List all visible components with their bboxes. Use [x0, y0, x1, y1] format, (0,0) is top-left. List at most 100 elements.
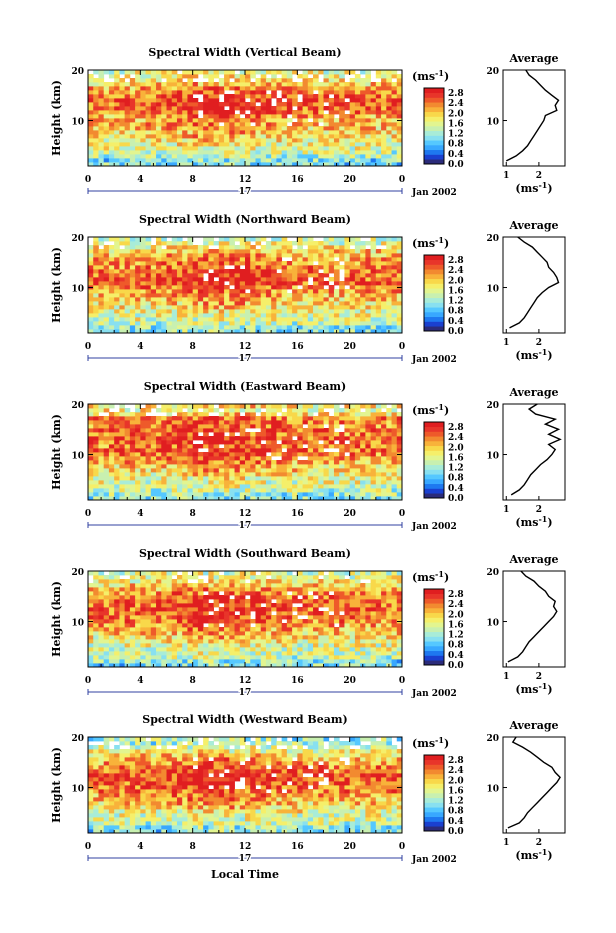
heatmap-cell [334, 269, 340, 273]
heatmap-cell [276, 134, 282, 138]
heatmap-cell [381, 134, 387, 138]
heatmap-cell [392, 655, 398, 659]
heatmap-cell [381, 110, 387, 114]
heatmap-cell [88, 456, 94, 460]
heatmap-cell [339, 659, 345, 663]
heatmap-cell [245, 460, 251, 464]
heatmap-cell [208, 321, 214, 325]
heatmap-cell [324, 134, 330, 138]
heatmap-cell [381, 325, 387, 329]
heatmap-cell [329, 647, 335, 651]
heatmap-cell [324, 118, 330, 122]
heatmap-cell [235, 464, 241, 468]
heatmap-cell [172, 480, 178, 484]
heatmap-cell [229, 631, 235, 635]
heatmap-cell [198, 138, 204, 142]
heatmap-cell [98, 142, 104, 146]
heatmap-cell [365, 424, 371, 428]
heatmap-cell [240, 126, 246, 130]
heatmap-cell [229, 420, 235, 424]
heatmap-cell [303, 130, 309, 134]
heatmap-cell [125, 321, 131, 325]
heatmap-cell [135, 293, 141, 297]
heatmap-cell [235, 261, 241, 265]
heatmap-cell [208, 114, 214, 118]
heatmap-cell [344, 150, 350, 154]
heatmap-cell [219, 237, 225, 241]
heatmap-cell [303, 480, 309, 484]
heatmap-cell [193, 424, 199, 428]
heatmap-cell [177, 241, 183, 245]
heatmap-cell [308, 313, 314, 317]
heatmap-cell [303, 150, 309, 154]
heatmap-cell [88, 289, 94, 293]
heatmap-cell [292, 309, 298, 313]
heatmap-cell [172, 647, 178, 651]
colorbar-unit-close: ) [444, 70, 449, 83]
heatmap-cell [167, 154, 173, 158]
heatmap-cell [203, 647, 209, 651]
heatmap-cell [125, 305, 131, 309]
heatmap-cell [245, 484, 251, 488]
heatmap-cell [355, 110, 361, 114]
heatmap-cell [255, 317, 261, 321]
heatmap-cell [193, 289, 199, 293]
heatmap-cell [250, 476, 256, 480]
heatmap-cell [381, 480, 387, 484]
heatmap-cell [182, 325, 188, 329]
heatmap-cell [187, 484, 193, 488]
heatmap-cell [161, 460, 167, 464]
heatmap-cell [203, 289, 209, 293]
heatmap-cell [297, 134, 303, 138]
heatmap-cell [266, 70, 272, 74]
heatmap-cell [229, 102, 235, 106]
heatmap-cell [324, 655, 330, 659]
heatmap-cell [229, 110, 235, 114]
heatmap-cell [250, 305, 256, 309]
heatmap-cell [344, 412, 350, 416]
heatmap-cell [334, 277, 340, 281]
heatmap-cell [146, 138, 152, 142]
heatmap-cell [245, 416, 251, 420]
heatmap-cell [130, 90, 136, 94]
heatmap-cell [187, 301, 193, 305]
heatmap-cell [146, 70, 152, 74]
heatmap-cell [276, 98, 282, 102]
heatmap-cell [318, 150, 324, 154]
heatmap-cell [156, 106, 162, 110]
heatmap-cell [360, 305, 366, 309]
heatmap-cell [266, 480, 272, 484]
heatmap-cell [276, 301, 282, 305]
heatmap-cell [339, 253, 345, 257]
heatmap-cell [376, 138, 382, 142]
heatmap-cell [109, 492, 115, 496]
heatmap-cell [130, 253, 136, 257]
heatmap-cell [214, 281, 220, 285]
heatmap-cell [271, 110, 277, 114]
heatmap-cell [303, 98, 309, 102]
heatmap-cell [156, 492, 162, 496]
heatmap-cell [93, 432, 99, 436]
heatmap-cell [392, 102, 398, 106]
heatmap-cell [219, 325, 225, 329]
heatmap-cell [119, 460, 125, 464]
heatmap-cell [334, 253, 340, 257]
heatmap-cell [381, 293, 387, 297]
heatmap-cell [88, 440, 94, 444]
heatmap-cell [198, 647, 204, 651]
heatmap-cell [187, 98, 193, 102]
heatmap-cell [235, 424, 241, 428]
heatmap-cell [98, 305, 104, 309]
heatmap-cell [355, 261, 361, 265]
heatmap-cell [297, 464, 303, 468]
heatmap-cell [282, 464, 288, 468]
heatmap-cell [109, 313, 115, 317]
heatmap-cell [203, 456, 209, 460]
heatmap-cell [161, 257, 167, 261]
heatmap-cell [229, 245, 235, 249]
heatmap-cell [329, 655, 335, 659]
heatmap-cell [187, 456, 193, 460]
heatmap-cell [208, 440, 214, 444]
heatmap-cell [156, 82, 162, 86]
